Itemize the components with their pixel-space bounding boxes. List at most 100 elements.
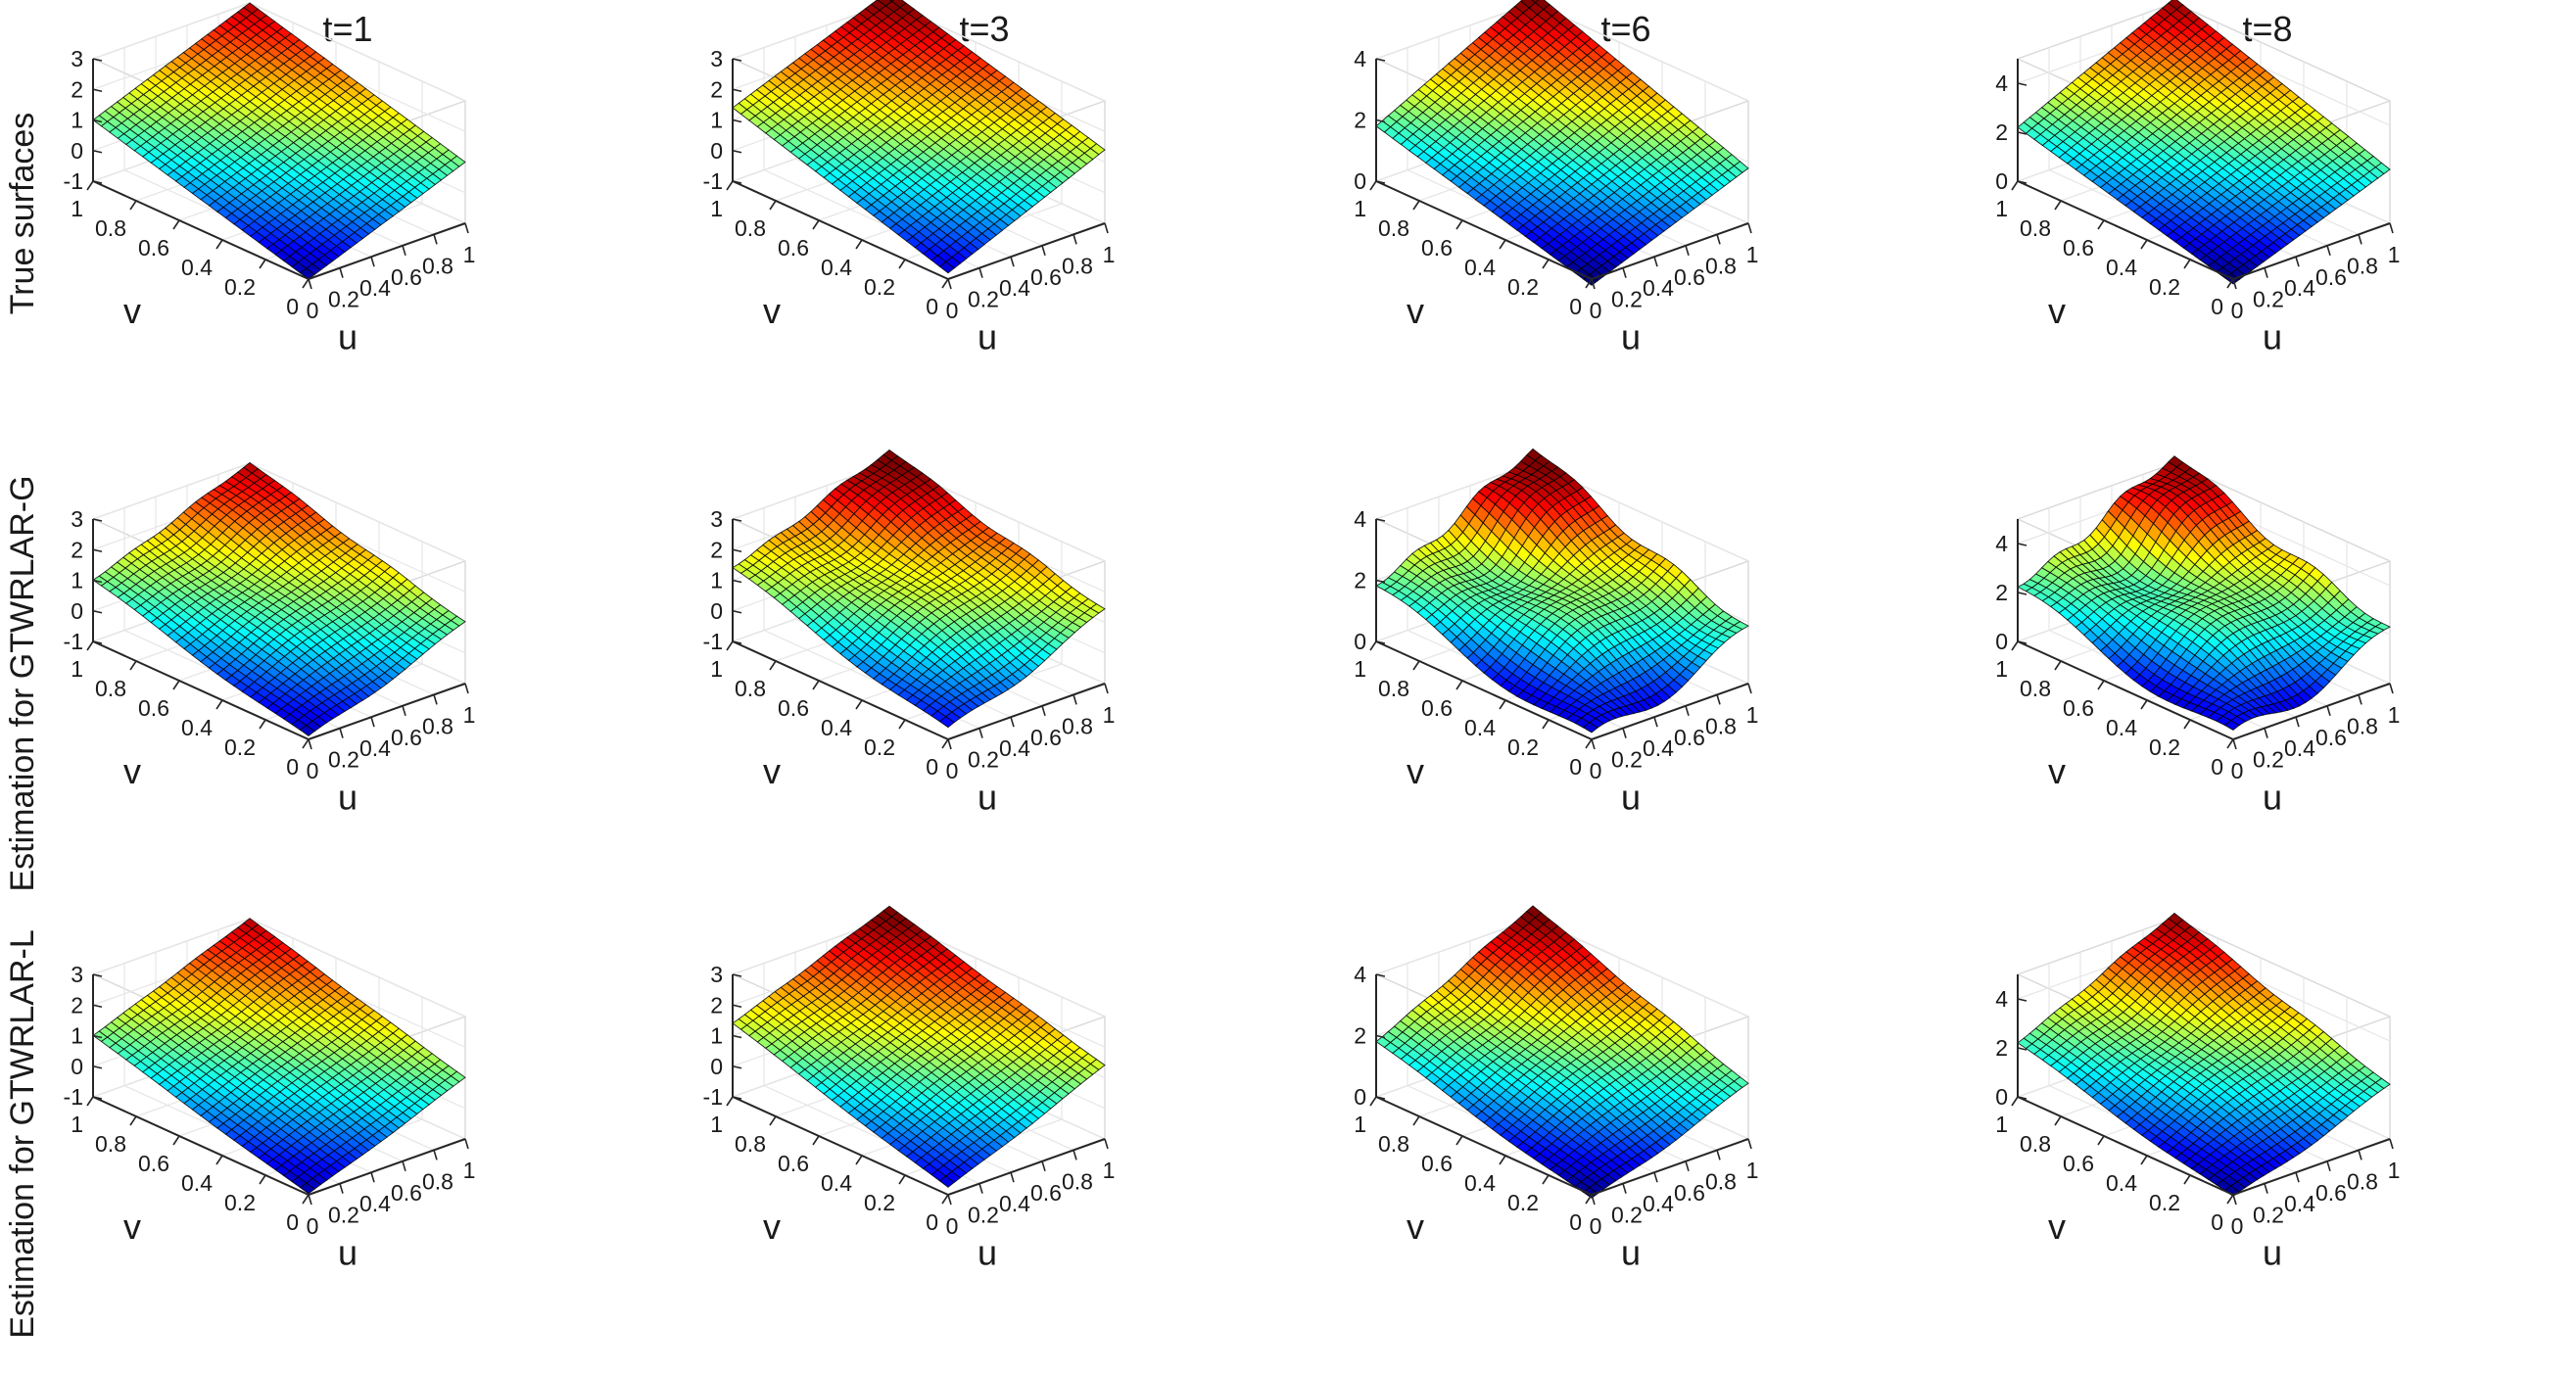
z-tick-label: 4	[1354, 46, 1366, 71]
z-tick-label: 0	[1354, 1084, 1366, 1110]
z-tick-label: 2	[1354, 108, 1366, 133]
v-tick-label: 0.6	[1421, 1151, 1453, 1176]
z-tick-label: 0	[1354, 629, 1366, 654]
u-tick-label: 0.8	[2347, 713, 2378, 738]
u-axis-label: u	[1621, 317, 1641, 357]
v-tick-label: 0.2	[864, 1190, 895, 1215]
v-tick-label: 0	[926, 294, 938, 319]
v-tick-label: 0.4	[181, 1170, 213, 1196]
v-tick-label: 0.8	[2020, 1131, 2051, 1157]
z-tick-label: 0	[1995, 168, 2008, 194]
u-tick-label: 0.2	[968, 1203, 999, 1228]
v-axis-label: v	[123, 1207, 141, 1247]
z-tick-label: 2	[71, 992, 83, 1018]
v-tick-label: 1	[1995, 196, 2008, 221]
v-tick-label: 0.8	[735, 215, 766, 241]
z-tick-label: -1	[703, 629, 723, 654]
v-tick-label: 0.6	[778, 695, 809, 721]
v-tick-label: 0	[2211, 294, 2223, 319]
v-tick-label: 1	[1995, 656, 2008, 682]
v-tick-label: 0.8	[2020, 676, 2051, 701]
v-axis-label: v	[2048, 751, 2066, 791]
v-tick-label: 0.8	[2020, 215, 2051, 241]
u-axis-label: u	[1621, 1233, 1641, 1273]
v-tick-label: 0.2	[224, 734, 256, 760]
u-tick-label: 0.8	[1062, 713, 1093, 738]
column-title-t1: t=1	[322, 9, 372, 49]
v-axis-label: v	[123, 291, 141, 331]
z-tick-label: 2	[1995, 119, 2008, 145]
v-tick-label: 0	[286, 1209, 299, 1235]
z-tick-label: -1	[64, 168, 83, 194]
row-title-gtwrlar-g: Estimation for GTWRLAR-G	[4, 475, 41, 891]
v-tick-label: 0.6	[2063, 1151, 2094, 1176]
surface-mesh	[1375, 905, 1749, 1199]
v-tick-label: 0.4	[2106, 1170, 2137, 1196]
z-tick-label: 2	[710, 76, 723, 102]
u-tick-label: 0.8	[1062, 1168, 1093, 1194]
v-tick-label: 0	[1569, 754, 1582, 780]
v-tick-label: 0.4	[821, 715, 852, 740]
surface-mesh	[2017, 455, 2391, 731]
surface-mesh	[1375, 0, 1749, 286]
u-tick-label: 0.6	[391, 1180, 422, 1206]
u-tick-label: 0.4	[359, 1191, 391, 1216]
v-tick-label: 0.6	[2063, 695, 2094, 721]
u-tick-label: 0	[946, 1213, 959, 1239]
z-tick-label: 0	[1995, 1084, 2008, 1110]
v-tick-label: 0	[286, 294, 299, 319]
v-tick-label: 0.2	[224, 274, 256, 300]
u-tick-label: 0	[1590, 298, 1602, 323]
u-tick-label: 0.6	[1030, 1180, 1062, 1206]
u-axis-label: u	[338, 778, 358, 818]
z-tick-label: 3	[71, 962, 83, 987]
v-axis-label: v	[763, 291, 781, 331]
v-tick-label: 0	[2211, 754, 2223, 780]
v-tick-label: 0.6	[778, 235, 809, 260]
surface-mesh	[1375, 448, 1749, 734]
u-tick-label: 0.4	[359, 735, 391, 761]
v-tick-label: 0	[286, 754, 299, 780]
z-tick-label: 2	[71, 537, 83, 562]
u-tick-label: 0.8	[2347, 253, 2378, 278]
v-tick-label: 0.2	[224, 1190, 256, 1215]
u-tick-label: 1	[1103, 1158, 1116, 1183]
v-tick-label: 0.4	[1464, 1170, 1496, 1196]
u-tick-label: 0.8	[1705, 1168, 1737, 1194]
v-tick-label: 0.6	[1421, 695, 1453, 721]
v-tick-label: 0	[926, 754, 938, 780]
z-tick-label: 4	[1995, 71, 2008, 96]
v-axis-label: v	[763, 1207, 781, 1247]
u-tick-label: 0.4	[2284, 735, 2315, 761]
u-tick-label: 0	[1590, 758, 1602, 783]
u-tick-label: 0	[2231, 1213, 2244, 1239]
u-tick-label: 0.4	[999, 275, 1030, 301]
u-tick-label: 0.2	[2253, 287, 2284, 312]
z-tick-label: 3	[71, 46, 83, 71]
u-tick-label: 0.2	[2253, 1203, 2284, 1228]
v-tick-label: 0.6	[2063, 235, 2094, 260]
v-axis-label: v	[2048, 1207, 2066, 1247]
v-tick-label: 1	[1354, 196, 1366, 221]
z-tick-label: 0	[71, 138, 83, 164]
u-tick-label: 0.6	[1674, 264, 1705, 290]
v-tick-label: 0.6	[138, 695, 169, 721]
u-axis-label: u	[2263, 1233, 2282, 1273]
u-tick-label: 0.6	[1674, 1180, 1705, 1206]
z-tick-label: 3	[710, 506, 723, 532]
u-tick-label: 0.4	[359, 275, 391, 301]
v-tick-label: 1	[1995, 1112, 2008, 1137]
u-tick-label: 1	[463, 702, 476, 728]
